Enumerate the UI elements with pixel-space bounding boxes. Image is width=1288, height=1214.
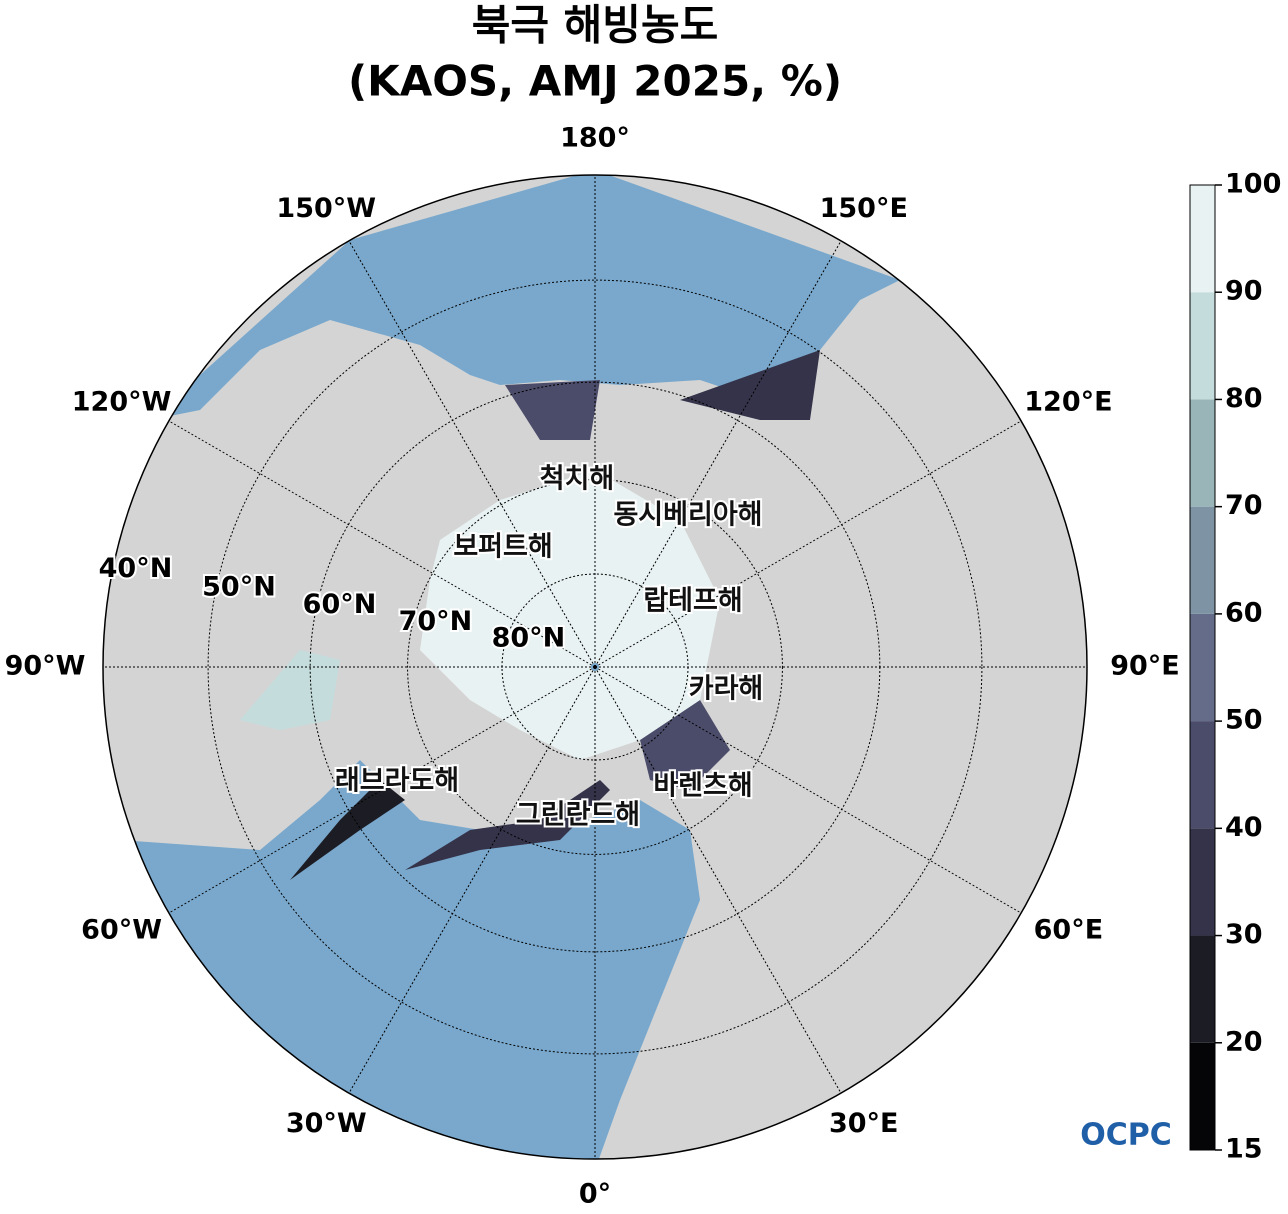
- colorbar-segment: [1190, 185, 1215, 293]
- meridian: [348, 666, 596, 1094]
- parallel-label: 50°N: [202, 571, 276, 602]
- sea-label: 척치해: [540, 464, 615, 495]
- colorbar-segment: [1190, 828, 1215, 936]
- sea-ice: [420, 470, 720, 760]
- sea-label: 랍테프해: [643, 586, 742, 617]
- ice-edge: [290, 780, 405, 880]
- parallel-label: 80°N: [492, 622, 566, 653]
- sea-label: 카라해: [689, 674, 764, 705]
- greenland: [360, 690, 520, 790]
- colorbar-tick-label: 60: [1225, 597, 1263, 628]
- parallel: [407, 479, 783, 855]
- parallel: [501, 573, 689, 761]
- meridian: [594, 666, 842, 1094]
- meridian-label: 180°: [560, 123, 630, 154]
- pacific-ocean: [150, 175, 900, 420]
- meridian: [594, 240, 842, 668]
- meridian-label: 30°E: [829, 1108, 899, 1139]
- meridian-label: 150°E: [820, 193, 908, 224]
- colorbar-segment: [1190, 506, 1215, 614]
- ice-edge: [505, 380, 600, 440]
- colorbar-frame: [1189, 184, 1216, 1151]
- colorbar-segment: [1190, 399, 1215, 507]
- colorbar-segment: [1190, 613, 1215, 722]
- ice-edge: [680, 350, 820, 420]
- sea-label: 그린란드해: [516, 800, 640, 831]
- parallel-label: 40°N: [99, 553, 173, 584]
- colorbar-tick-label: 20: [1225, 1026, 1263, 1057]
- meridian-label: 90°E: [1110, 651, 1180, 682]
- meridian-label: 90°W: [5, 651, 86, 682]
- colorbar-tick-label: 15: [1225, 1134, 1263, 1165]
- parallel: [207, 279, 983, 1055]
- meridian-label: 120°W: [72, 387, 172, 418]
- colorbar-segment: [1190, 721, 1215, 829]
- meridian-label: 150°W: [276, 193, 376, 224]
- ice-edge: [640, 700, 730, 790]
- map-boundary: [102, 174, 1088, 1160]
- colorbar-tick-label: 30: [1225, 919, 1263, 950]
- colorbar-tick-label: 80: [1225, 383, 1263, 414]
- title-line: (KAOS, AMJ 2025, %): [348, 57, 842, 106]
- title-line: 북극 해빙농도: [472, 1, 718, 50]
- meridian: [594, 420, 1022, 668]
- atlantic-ocean: [120, 760, 700, 1159]
- meridian: [348, 240, 596, 668]
- colorbar-segment: [1190, 1042, 1215, 1150]
- sea-label: 래브라도해: [335, 766, 459, 797]
- colorbar-tick-label: 50: [1225, 705, 1263, 736]
- colorbar-segment: [1190, 292, 1215, 400]
- colorbar-tick-label: 40: [1225, 812, 1263, 843]
- parallel: [309, 381, 881, 953]
- meridian-label: 60°W: [81, 915, 162, 946]
- graticule: [103, 175, 1087, 1159]
- sea-label: 동시베리아해: [613, 500, 762, 531]
- meridian: [168, 420, 596, 668]
- sea-label: 보퍼트해: [453, 532, 552, 563]
- meridian: [594, 666, 1022, 914]
- sea-ice: [240, 650, 340, 730]
- colorbar-segment: [1190, 935, 1215, 1043]
- ice-edge: [405, 780, 610, 870]
- logo: OCPC: [1080, 1118, 1172, 1153]
- colorbar-tick-label: 90: [1225, 276, 1263, 307]
- parallel-label: 70°N: [399, 606, 473, 637]
- meridian-label: 120°E: [1024, 387, 1112, 418]
- meridian-label: 30°W: [286, 1108, 367, 1139]
- sea-label: 바렌츠해: [653, 771, 752, 802]
- meridian: [168, 666, 596, 914]
- parallel-label: 60°N: [303, 589, 377, 620]
- colorbar-tick-label: 100: [1225, 169, 1281, 200]
- meridian-label: 60°E: [1034, 915, 1104, 946]
- meridian-label: 0°: [579, 1179, 611, 1210]
- colorbar-tick-label: 70: [1225, 490, 1263, 521]
